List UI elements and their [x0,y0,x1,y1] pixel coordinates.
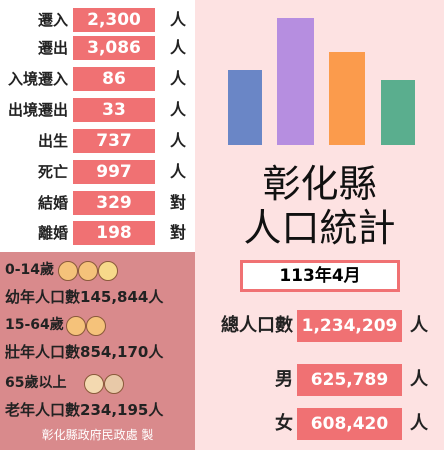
flow-label: 遷出 [37,39,68,57]
age-row: 壯年人口數854,170人 [5,341,163,363]
age-unit: 人 [148,401,164,419]
flow-value: 3,086 [73,36,155,60]
face-icon [66,316,86,336]
age-range: 15-64歲 [5,317,64,333]
flow-value: 997 [73,160,155,184]
age-panel [0,252,195,450]
face-icon [104,374,124,394]
flow-value: 198 [73,221,155,245]
face-icon [58,261,78,281]
age-unit: 人 [148,343,164,361]
face-icon [98,261,118,281]
flow-unit: 人 [170,38,187,57]
flow-label: 死亡 [37,163,68,181]
age-value: 854,170 [80,343,149,361]
flow-value: 86 [73,67,155,91]
total-label: 女 [275,413,293,434]
age-value: 145,844 [80,288,149,306]
flow-unit: 人 [170,100,187,119]
total-unit: 人 [410,315,428,336]
total-value: 1,234,209 [297,310,402,342]
flow-unit: 對 [170,223,187,242]
flow-label: 結婚 [37,194,68,212]
age-label: 壯年人口數 [5,343,81,361]
age-value: 234,195 [80,401,149,419]
age-range: 65歲以上 [5,375,67,391]
face-icon [86,316,106,336]
flow-value: 2,300 [73,8,155,32]
flow-label: 入境遷入 [7,70,68,88]
decor-bar [329,52,365,145]
face-icon [78,261,98,281]
age-row: 幼年人口數145,844人 [5,286,163,308]
total-unit: 人 [410,413,428,434]
flow-unit: 對 [170,193,187,212]
flow-unit: 人 [170,131,187,150]
flow-value: 329 [73,191,155,215]
decor-bars [228,18,415,145]
age-range: 0-14歲 [5,262,55,278]
age-label: 幼年人口數 [5,288,81,306]
total-label: 總人口數 [221,315,293,336]
title-line: 彰化縣 [262,162,377,206]
period: 113年4月 [240,260,400,292]
total-value: 625,789 [297,364,402,396]
face-icon [84,374,104,394]
flow-label: 出境遷出 [7,101,68,119]
title: 彰化縣 人口統計 [195,162,444,250]
decor-bar [277,18,314,145]
age-unit: 人 [148,288,164,306]
footer: 彰化縣政府民政處 製 [41,428,154,442]
flow-unit: 人 [170,162,187,181]
total-unit: 人 [410,369,428,390]
flow-value: 737 [73,129,155,153]
age-row: 老年人口數234,195人 [5,399,163,421]
flow-label: 出生 [37,132,68,150]
flow-label: 遷入 [37,11,68,29]
decor-bar [228,70,262,145]
decor-bar [381,80,415,145]
flow-unit: 人 [170,69,187,88]
total-value: 608,420 [297,408,402,440]
total-label: 男 [275,369,293,390]
flow-unit: 人 [170,10,187,29]
flow-label: 離婚 [37,224,68,242]
age-label: 老年人口數 [5,401,81,419]
flow-value: 33 [73,98,155,122]
title-line: 人口統計 [243,206,396,250]
